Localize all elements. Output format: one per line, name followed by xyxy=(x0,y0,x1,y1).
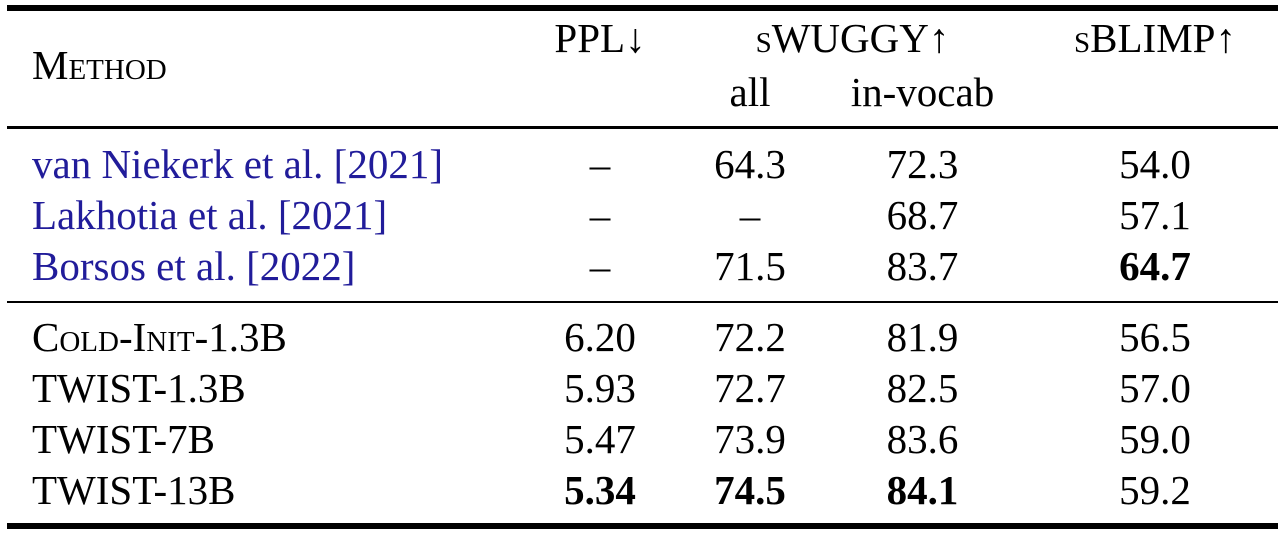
col-header-ppl: PPL↓ xyxy=(554,15,646,61)
table-row: TWIST-13B 5.34 74.5 84.1 59.2 xyxy=(0,465,1285,516)
ppl-cell: 5.93 xyxy=(564,365,636,411)
swuggy-all-cell: 72.7 xyxy=(714,365,786,411)
sblimp-cell: 57.1 xyxy=(1119,192,1191,238)
group-separator-rule xyxy=(7,301,1278,303)
swuggy-all-cell: 72.2 xyxy=(714,314,786,360)
swuggy-all-cell: 73.9 xyxy=(714,416,786,462)
table-bottom-rule xyxy=(7,523,1278,529)
sblimp-cell: 59.2 xyxy=(1119,467,1191,513)
table-top-rule xyxy=(7,5,1278,11)
table-row: Borsos et al. [2022] – 71.5 83.7 64.7 xyxy=(0,241,1285,292)
sblimp-cell: 54.0 xyxy=(1119,141,1191,187)
ppl-cell: – xyxy=(589,243,611,289)
sblimp-cell: 64.7 xyxy=(1119,243,1191,289)
method-cell: TWIST-13B xyxy=(32,467,236,513)
method-cell: TWIST-1.3B xyxy=(32,365,246,411)
swuggy-invocab-cell: 68.7 xyxy=(886,192,959,238)
col-header-sblimp: sBLIMP↑ xyxy=(1074,15,1236,61)
table-row: van Niekerk et al. [2021] – 64.3 72.3 54… xyxy=(0,139,1285,190)
swuggy-invocab-cell: 83.7 xyxy=(886,243,959,289)
method-cell: Cold-Init-1.3B xyxy=(32,314,287,360)
table-row: Lakhotia et al. [2021] – – 68.7 57.1 xyxy=(0,190,1285,241)
citation-link[interactable]: van Niekerk et al. [2021] xyxy=(32,141,443,187)
ppl-cell: 6.20 xyxy=(564,314,636,360)
swuggy-all-cell: 71.5 xyxy=(714,243,786,289)
twist-group: Cold-Init-1.3B 6.20 72.2 81.9 56.5 TWIST… xyxy=(0,303,1285,523)
sblimp-cell: 59.0 xyxy=(1119,416,1191,462)
swuggy-invocab-cell: 81.9 xyxy=(886,314,959,360)
swuggy-invocab-cell: 72.3 xyxy=(886,141,959,187)
swuggy-invocab-cell: 83.6 xyxy=(886,416,959,462)
swuggy-invocab-cell: 84.1 xyxy=(886,467,959,513)
citation-link[interactable]: Borsos et al. [2022] xyxy=(32,243,356,289)
prior-work-group: van Niekerk et al. [2021] – 64.3 72.3 54… xyxy=(0,129,1285,301)
table-header: Method PPL↓ sWUGGY↑ sBLIMP↑ all in-vocab xyxy=(0,11,1285,126)
swuggy-invocab-cell: 82.5 xyxy=(886,365,959,411)
ppl-cell: 5.34 xyxy=(564,467,636,513)
table-row: Cold-Init-1.3B 6.20 72.2 81.9 56.5 xyxy=(0,312,1285,363)
ppl-cell: 5.47 xyxy=(564,416,636,462)
method-cell: TWIST-7B xyxy=(32,416,215,462)
swuggy-all-cell: 64.3 xyxy=(714,141,786,187)
table-row: TWIST-1.3B 5.93 72.7 82.5 57.0 xyxy=(0,363,1285,414)
citation-link[interactable]: Lakhotia et al. [2021] xyxy=(32,192,388,238)
ppl-cell: – xyxy=(589,192,611,238)
ppl-cell: – xyxy=(589,141,611,187)
header-rule xyxy=(7,126,1278,129)
swuggy-all-cell: – xyxy=(739,192,761,238)
sblimp-cell: 57.0 xyxy=(1119,365,1191,411)
table-row: TWIST-7B 5.47 73.9 83.6 59.0 xyxy=(0,414,1285,465)
swuggy-all-cell: 74.5 xyxy=(714,467,786,513)
results-table: Method PPL↓ sWUGGY↑ sBLIMP↑ all in-vocab… xyxy=(0,5,1285,529)
col-header-swuggy-all: all xyxy=(729,69,771,115)
col-header-method: Method xyxy=(32,41,167,88)
sblimp-cell: 56.5 xyxy=(1119,314,1191,360)
col-header-swuggy-invocab: in-vocab xyxy=(850,69,995,115)
col-header-swuggy: sWUGGY↑ xyxy=(755,15,950,61)
